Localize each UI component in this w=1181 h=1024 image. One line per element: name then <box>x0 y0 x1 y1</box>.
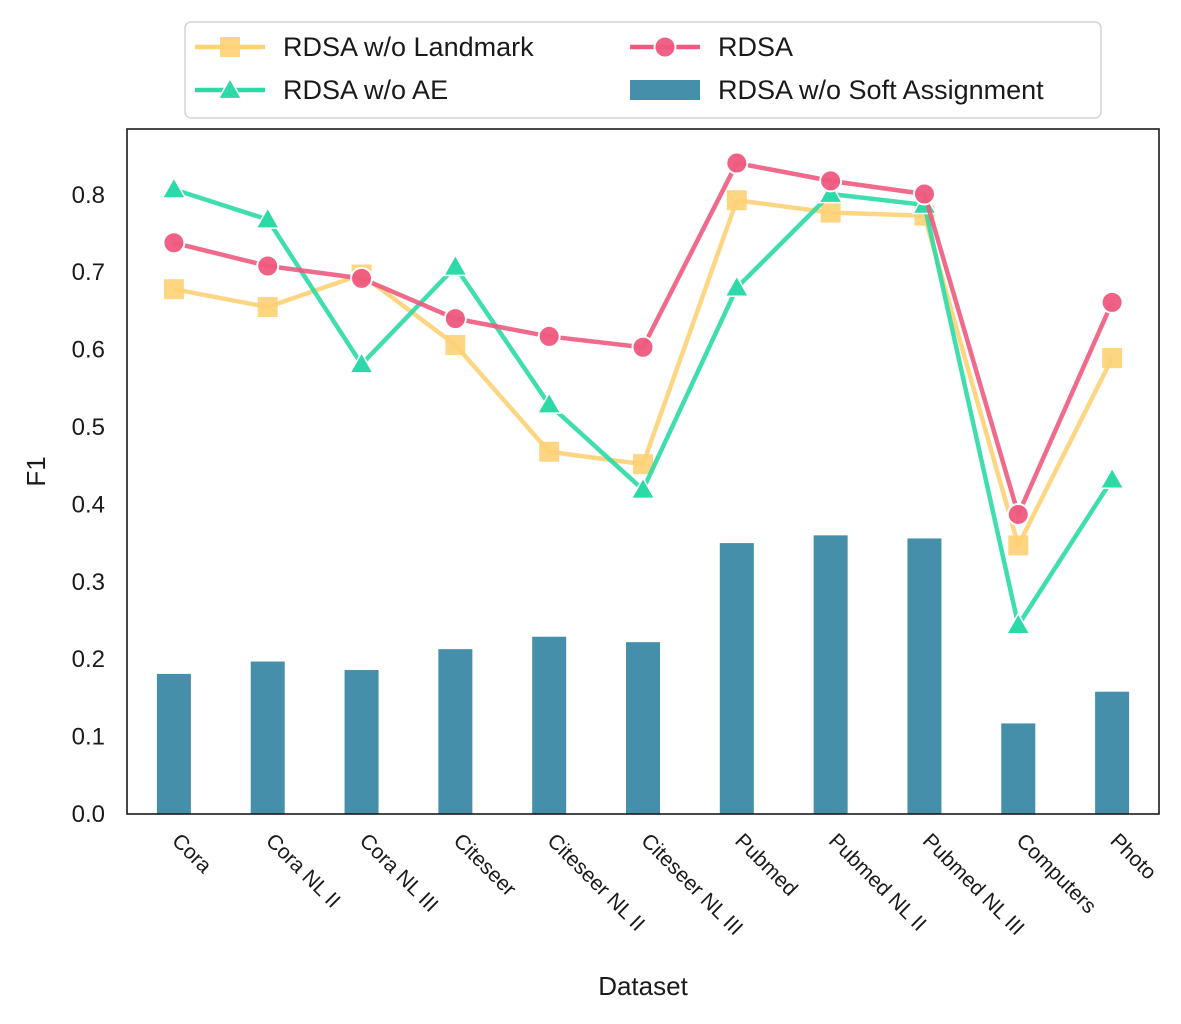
y-tick-label: 0.2 <box>72 646 105 673</box>
point-rdsa-w-o-ae-citeseer-nl-ii <box>536 391 562 414</box>
point-rdsa-citeseer-nl-ii <box>537 324 561 348</box>
point-rdsa-computers <box>1006 502 1030 526</box>
legend-marker <box>220 37 240 57</box>
series-rdsa <box>162 151 1124 526</box>
legend-label: RDSA <box>718 32 793 62</box>
legend: RDSA w/o Landmark RDSA RDSA w/o AE RDSA w/o… <box>184 21 1102 119</box>
point-rdsa-cora-nl-iii <box>350 266 374 290</box>
x-axis-label: Dataset <box>598 971 688 1001</box>
y-tick-label: 0.3 <box>72 569 105 596</box>
point-rdsa-pubmed <box>725 151 749 175</box>
point-rdsa-w-o-landmark-citeseer <box>445 334 466 355</box>
bar-citeseer-nl-iii <box>626 642 660 814</box>
line-series <box>161 151 1125 635</box>
point-rdsa-w-o-ae-cora <box>161 176 187 199</box>
point-rdsa-w-o-landmark-pubmed <box>726 190 747 211</box>
legend-marker <box>653 35 677 59</box>
x-tick-label-citeseer-nl-iii: Citeseer NL III <box>636 829 747 940</box>
bar-cora-nl-iii <box>344 670 379 814</box>
x-tick-label-photo: Photo <box>1106 829 1161 884</box>
legend-label: RDSA w/o AE <box>283 75 448 105</box>
y-tick-label: 0.1 <box>72 724 105 751</box>
bar-pubmed-nl-iii <box>907 538 942 814</box>
legend-item-rdsa-w-o-ae: RDSA w/o AE <box>195 75 448 105</box>
point-rdsa-pubmed-nl-iii <box>912 182 936 206</box>
x-tick-label-pubmed: Pubmed <box>730 829 802 901</box>
point-rdsa-citeseer-nl-iii <box>631 335 655 359</box>
legend-marker <box>217 76 243 100</box>
point-rdsa-w-o-landmark-citeseer-nl-ii <box>539 441 560 462</box>
x-tick-label-pubmed-nl-iii: Pubmed NL III <box>918 829 1029 940</box>
x-tick-label-cora-nl-ii: Cora NL II <box>261 829 344 912</box>
x-tick-label-citeseer-nl-ii: Citeseer NL II <box>543 829 649 935</box>
series-rdsa-w-o-landmark <box>163 190 1123 556</box>
bar-computers <box>1001 723 1036 814</box>
y-tick-label: 0.5 <box>72 414 105 441</box>
point-rdsa-pubmed-nl-ii <box>819 169 843 193</box>
y-tick-label: 0.4 <box>72 491 105 518</box>
point-rdsa-citeseer <box>443 307 467 331</box>
legend-label: RDSA w/o Soft Assignment <box>718 75 1044 105</box>
line-rdsa-w-o-ae <box>173 187 1114 628</box>
bar-cora <box>156 673 191 814</box>
bar-citeseer <box>438 649 473 814</box>
point-rdsa-cora-nl-ii <box>256 254 280 278</box>
y-tick-label: 0.0 <box>72 801 105 828</box>
x-tick-label-computers: Computers <box>1012 829 1101 918</box>
y-axis: 0.0 0.1 0.2 0.3 0.4 0.5 0.6 0.7 0.8 <box>72 182 105 828</box>
point-rdsa-w-o-landmark-cora <box>163 279 184 300</box>
point-rdsa-w-o-ae-pubmed-nl-ii <box>817 181 844 204</box>
point-rdsa-w-o-ae-photo <box>1099 466 1125 490</box>
legend-swatch <box>630 80 700 100</box>
y-tick-label: 0.6 <box>72 337 105 364</box>
point-rdsa-w-o-ae-computers <box>1005 612 1032 635</box>
point-rdsa-w-o-ae-cora-nl-iii <box>348 351 375 374</box>
bar-pubmed <box>719 543 754 814</box>
point-rdsa-cora <box>162 231 186 255</box>
bar-photo <box>1095 691 1130 814</box>
point-rdsa-w-o-ae-pubmed <box>724 274 750 298</box>
plot-frame <box>126 128 1160 815</box>
bar-pubmed-nl-ii <box>813 535 848 814</box>
point-rdsa-w-o-landmark-cora-nl-ii <box>257 297 278 318</box>
point-rdsa-w-o-landmark-pubmed-nl-ii <box>820 202 841 223</box>
point-rdsa-w-o-landmark-citeseer-nl-iii <box>633 454 653 475</box>
bar-series <box>156 535 1130 814</box>
point-rdsa-w-o-ae-citeseer-nl-iii <box>630 476 656 500</box>
legend-item-rdsa: RDSA <box>630 32 793 62</box>
point-rdsa-w-o-landmark-photo <box>1102 348 1123 369</box>
point-rdsa-w-o-landmark-computers <box>1008 535 1029 556</box>
legend-label: RDSA w/o Landmark <box>283 32 534 62</box>
point-rdsa-photo <box>1100 290 1124 314</box>
y-tick-label: 0.8 <box>72 182 105 209</box>
legend-box <box>184 21 1102 119</box>
legend-item-rdsa-w-o-landmark: RDSA w/o Landmark <box>195 32 534 62</box>
x-tick-label-cora-nl-iii: Cora NL III <box>355 829 443 917</box>
point-rdsa-w-o-ae-citeseer <box>442 253 469 277</box>
series-rdsa-w-o-ae <box>161 176 1125 635</box>
x-tick-label-citeseer: Citeseer <box>449 829 521 901</box>
bar-cora-nl-ii <box>250 661 285 814</box>
y-axis-label: F1 <box>21 456 51 486</box>
x-tick-label-pubmed-nl-ii: Pubmed NL II <box>824 829 931 936</box>
legend-item-rdsa-w-o-soft-assignment: RDSA w/o Soft Assignment <box>630 75 1044 105</box>
x-tick-label-cora: Cora <box>167 829 216 878</box>
point-rdsa-w-o-ae-cora-nl-ii <box>254 206 281 229</box>
y-tick-label: 0.7 <box>72 259 105 286</box>
x-axis: Cora Cora NL II Cora NL III Citeseer Citesee… <box>167 829 1160 940</box>
bar-citeseer-nl-ii <box>532 636 567 814</box>
